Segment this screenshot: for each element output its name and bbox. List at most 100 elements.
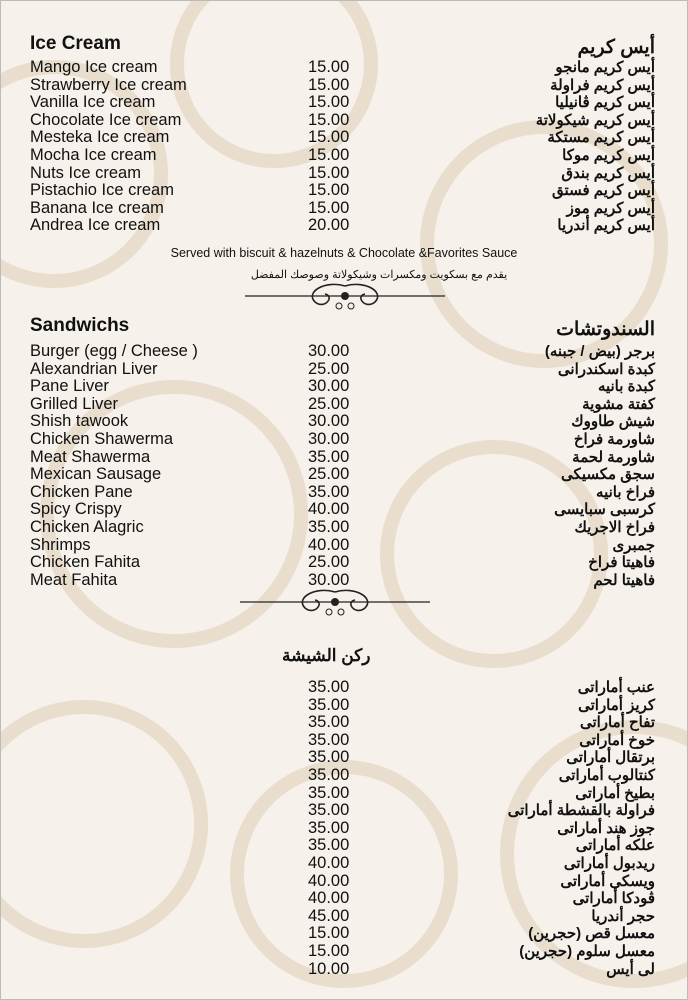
menu-item: Grilled Liver 25.00 كفتة مشوية bbox=[0, 394, 688, 414]
item-price: 40.00 bbox=[308, 535, 350, 554]
item-price: 35.00 bbox=[308, 695, 350, 714]
menu-item: 35.00 فراولة بالقشطة أماراتى bbox=[0, 802, 688, 820]
item-name-ar: جوز هند أماراتى bbox=[557, 819, 655, 837]
item-name-ar: فراولة بالقشطة أماراتى bbox=[507, 802, 655, 820]
item-price: 15.00 bbox=[308, 75, 350, 94]
item-price: 35.00 bbox=[308, 713, 350, 732]
item-name-ar: كنتالوب أماراتى bbox=[558, 766, 655, 784]
item-price: 15.00 bbox=[308, 181, 350, 200]
item-price: 35.00 bbox=[308, 517, 350, 536]
item-name-ar: أيس كريم شيكولاتة bbox=[535, 111, 655, 129]
menu-item: Mesteka Ice cream 15.00 أيس كريم مستكة bbox=[0, 129, 688, 147]
item-name-en: Mexican Sausage bbox=[30, 465, 162, 484]
item-name-en: Meat Shawerma bbox=[30, 447, 151, 466]
item-name-ar: لى أيس bbox=[606, 960, 655, 978]
menu-item: 40.00 ويسكى أماراتى bbox=[0, 872, 688, 891]
ornament-divider bbox=[240, 589, 430, 616]
item-name-ar: أيس كريم موز bbox=[566, 199, 655, 217]
menu-item: Pane Liver 30.00 كبدة بانيه bbox=[0, 378, 688, 396]
item-name-en: Andrea Ice cream bbox=[30, 216, 161, 235]
item-name-ar: أيس كريم مانجو bbox=[555, 59, 655, 76]
item-price: 30.00 bbox=[308, 412, 350, 431]
item-price: 35.00 bbox=[308, 783, 350, 802]
item-name-en: Chicken Shawerma bbox=[30, 429, 174, 448]
item-price: 30.00 bbox=[308, 429, 350, 448]
menu-item: Mexican Sausage 25.00 سجق مكسيكى bbox=[0, 466, 688, 484]
menu-item: Meat Shawerma 35.00 شاورمة لحمة bbox=[0, 447, 688, 467]
item-name-en: Chicken Pane bbox=[30, 482, 133, 501]
item-price: 40.00 bbox=[308, 500, 350, 519]
item-name-en: Mesteka Ice cream bbox=[30, 128, 170, 147]
item-price: 25.00 bbox=[308, 465, 350, 484]
item-name-en: Burger (egg / Cheese ) bbox=[30, 342, 198, 360]
menu-item: 35.00 عنب أماراتى bbox=[0, 678, 688, 697]
item-name-ar: أيس كريم مستكة bbox=[547, 129, 655, 147]
item-name-en: Shrimps bbox=[30, 535, 91, 554]
item-name-en: Chicken Alagric bbox=[30, 517, 144, 536]
shisha-list: 35.00 عنب أماراتى 35.00 كريز أماراتى 35.00 تف… bbox=[0, 678, 688, 979]
menu-item: 35.00 جوز هند أماراتى bbox=[0, 818, 688, 838]
item-name-ar: أيس كريم بندق bbox=[561, 164, 655, 182]
menu-item: 35.00 كنتالوب أماراتى bbox=[0, 766, 688, 785]
item-name-ar: ڤودكا أماراتى bbox=[572, 890, 655, 908]
item-name-en: Chocolate Ice cream bbox=[30, 110, 182, 129]
item-price: 35.00 bbox=[308, 801, 350, 820]
item-name-ar: ريدبول أماراتى bbox=[563, 854, 655, 872]
menu-item: Shish tawook 30.00 شيش طاووك bbox=[0, 413, 688, 431]
menu-item: 35.00 برتقال أماراتى bbox=[0, 749, 688, 767]
item-price: 15.00 bbox=[308, 58, 350, 76]
menu-item: 35.00 تفاح أماراتى bbox=[0, 714, 688, 732]
item-price: 35.00 bbox=[308, 482, 350, 501]
menu-item: Shrimps 40.00 جمبرى bbox=[0, 535, 688, 555]
menu-item: 35.00 كريز أماراتى bbox=[0, 695, 688, 715]
item-price: 35.00 bbox=[308, 748, 350, 767]
menu-item: Strawberry Ice cream 15.00 أيس كريم فراولة bbox=[0, 75, 688, 95]
item-name-en: Alexandrian Liver bbox=[30, 359, 158, 378]
item-name-ar: سجق مكسيكى bbox=[561, 466, 655, 484]
menu-item: 15.00 معسل قص (حجرين) bbox=[0, 925, 688, 943]
ornament-divider bbox=[245, 283, 445, 310]
shisha-title-ar: ركن الشيشة bbox=[282, 646, 371, 665]
menu-item: Meat Fahita 30.00 فاهيتا لحم bbox=[0, 571, 688, 590]
item-name-ar: فاهيتا فراخ bbox=[588, 554, 655, 572]
menu-item: 10.00 لى أيس bbox=[0, 960, 688, 979]
item-name-ar: كرسبى سبايسى bbox=[554, 501, 655, 519]
item-name-ar: علكه أماراتى bbox=[575, 837, 655, 855]
item-price: 40.00 bbox=[308, 889, 350, 908]
item-price: 45.00 bbox=[308, 906, 350, 925]
menu-item: 40.00 ڤودكا أماراتى bbox=[0, 890, 688, 908]
menu-item: Spicy Crispy 40.00 كرسبى سبايسى bbox=[0, 501, 688, 519]
sandwiches-title-en: Sandwichs bbox=[30, 315, 130, 336]
item-name-ar: فاهيتا لحم bbox=[593, 571, 655, 589]
item-name-ar: شيش طاووك bbox=[571, 413, 655, 431]
menu-item: Banana Ice cream 15.00 أيس كريم موز bbox=[0, 198, 688, 218]
item-price: 25.00 bbox=[308, 359, 350, 378]
item-price: 15.00 bbox=[308, 924, 350, 943]
item-name-en: Shish tawook bbox=[30, 412, 129, 431]
item-price: 15.00 bbox=[308, 163, 350, 182]
item-name-en: Nuts Ice cream bbox=[30, 163, 141, 182]
item-name-ar: فراخ الاجريك bbox=[574, 518, 655, 536]
menu-item: Mocha Ice cream 15.00 أيس كريم موكا bbox=[0, 145, 688, 165]
item-name-ar: كبدة بانيه bbox=[597, 378, 655, 396]
item-name-ar: أيس كريم ڤانيليا bbox=[555, 94, 655, 112]
item-price: 25.00 bbox=[308, 394, 350, 413]
menu-item: Chicken Pane 35.00 فراخ بانيه bbox=[0, 482, 688, 502]
item-price: 15.00 bbox=[308, 145, 350, 164]
item-name-en: Spicy Crispy bbox=[30, 500, 122, 519]
sandwiches-list: Burger (egg / Cheese ) 30.00 برجر (بيض / ج… bbox=[0, 342, 688, 590]
item-name-ar: معسل سلوم (حجرين) bbox=[519, 942, 655, 960]
menu-item: 45.00 حجر أندريا bbox=[0, 906, 688, 926]
sandwiches-title-ar: السندوتشات bbox=[556, 319, 655, 340]
item-price: 35.00 bbox=[308, 818, 350, 837]
ice-cream-list: Mango Ice cream 15.00 أيس كريم مانجو Strawb… bbox=[0, 58, 688, 235]
item-price: 15.00 bbox=[308, 93, 350, 112]
item-name-en: Banana Ice cream bbox=[30, 198, 164, 217]
item-name-ar: حجر أندريا bbox=[591, 907, 655, 925]
ice-cream-title-ar: أيس كريم bbox=[577, 37, 655, 58]
item-name-en: Pistachio Ice cream bbox=[30, 181, 174, 200]
item-name-ar: عنب أماراتى bbox=[577, 679, 655, 696]
menu-item: Alexandrian Liver 25.00 كبدة اسكندرانى bbox=[0, 359, 688, 379]
item-name-ar: كبدة اسكندرانى bbox=[557, 360, 655, 378]
